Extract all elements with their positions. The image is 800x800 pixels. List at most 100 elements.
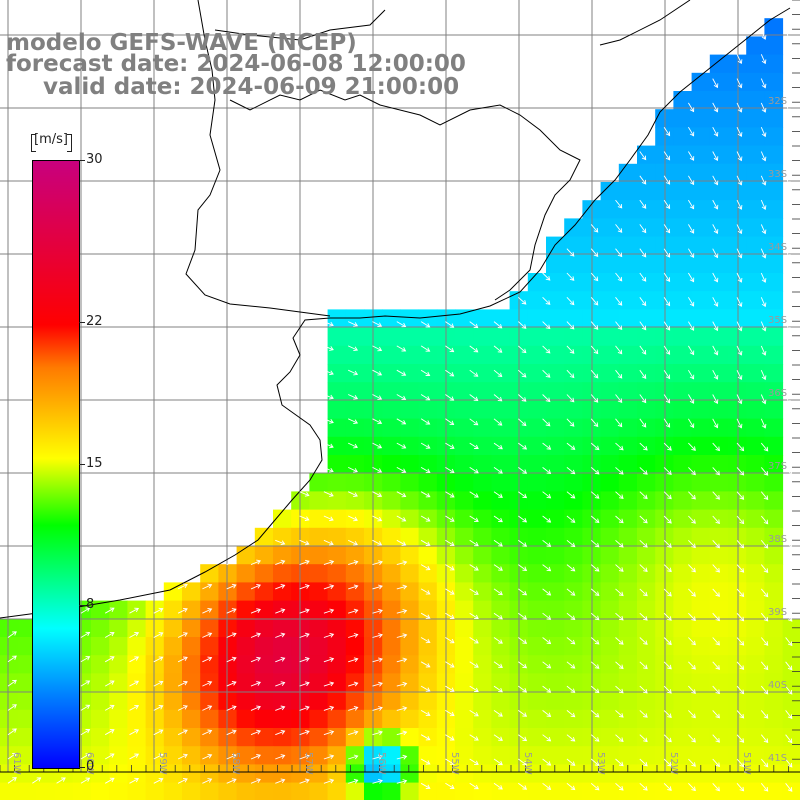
wind-cell: [600, 327, 620, 347]
wind-cell: [709, 618, 729, 638]
wind-cell: [691, 291, 711, 310]
wind-cell: [746, 145, 765, 165]
wind-cell: [691, 564, 711, 583]
wind-cell: [400, 327, 420, 347]
wind-cell: [691, 109, 711, 128]
wind-cell: [600, 455, 620, 474]
wind-arrow: [348, 560, 359, 566]
wind-cell: [273, 509, 292, 529]
wind-arrow: [299, 608, 310, 614]
wind-cell: [327, 782, 347, 800]
wind-cell: [254, 691, 274, 711]
wind-arrow: [420, 637, 431, 644]
wind-arrow: [663, 710, 672, 718]
wind-cell: [728, 218, 747, 238]
valid-date: valid date: 2024-06-09 21:00:00: [43, 74, 460, 100]
wind-arrow: [615, 710, 624, 718]
wind-cell: [72, 782, 92, 800]
wind-cell: [455, 764, 474, 784]
wind-cell: [746, 746, 765, 765]
wind-arrow: [688, 321, 695, 331]
wind-cell: [673, 600, 693, 620]
country-border: [185, 0, 691, 317]
wind-cell: [527, 582, 547, 602]
wind-cell: [728, 782, 747, 800]
wind-cell: [746, 436, 765, 456]
wind-arrow: [785, 588, 793, 598]
wind-cell: [345, 327, 365, 347]
wind-arrow: [80, 704, 91, 711]
wind-arrow: [760, 102, 767, 113]
wind-arrow: [518, 612, 528, 620]
wind-cell: [218, 655, 238, 674]
wind-cell: [728, 691, 747, 711]
wind-arrow: [566, 661, 576, 669]
wind-cell: [728, 764, 747, 784]
wind-cell: [527, 273, 547, 292]
wind-cell: [746, 182, 765, 201]
wind-arrow: [226, 608, 237, 614]
wind-cell: [527, 637, 547, 656]
wind-cell: [746, 673, 765, 693]
wind-arrow: [299, 559, 310, 566]
wind-cell: [400, 546, 420, 565]
wind-arrow: [639, 224, 647, 234]
wind-arrow: [275, 539, 286, 546]
wind-arrow: [445, 442, 455, 449]
wind-arrow: [785, 758, 793, 768]
wind-arrow: [615, 685, 624, 694]
wind-cell: [309, 600, 329, 620]
wind-cell: [473, 709, 492, 729]
wind-cell: [600, 400, 620, 420]
wind-arrow: [663, 394, 671, 404]
wind-cell: [691, 418, 711, 438]
wind-arrow: [202, 778, 213, 784]
wind-arrow: [785, 54, 791, 65]
wind-cell: [382, 364, 401, 383]
wind-arrow: [420, 564, 431, 571]
wind-cell: [527, 618, 547, 638]
wind-cell: [327, 764, 347, 784]
wind-arrow: [80, 631, 91, 638]
wind-arrow: [420, 491, 431, 498]
wind-cell: [382, 600, 401, 620]
wind-cell: [600, 546, 620, 565]
wind-arrow: [275, 778, 286, 784]
wind-cell: [746, 364, 765, 383]
wind-arrow: [493, 661, 503, 668]
wind-arrow: [760, 783, 769, 792]
wind-arrow: [348, 442, 358, 449]
wind-cell: [637, 254, 656, 274]
wind-arrow: [639, 394, 647, 404]
wind-arrow: [639, 442, 648, 451]
wind-cell: [345, 618, 365, 638]
wind-arrow: [372, 345, 383, 352]
wind-arrow: [372, 706, 383, 711]
colorbar-tick-label: 0: [86, 759, 95, 774]
wind-arrow: [372, 778, 383, 784]
wind-arrow: [275, 632, 286, 638]
wind-arrow: [736, 612, 745, 622]
wind-arrow: [736, 783, 745, 792]
wind-cell: [546, 473, 565, 492]
wind-cell: [254, 582, 274, 602]
wind-arrow: [445, 661, 455, 668]
wind-cell: [455, 637, 474, 656]
wind-arrow: [469, 515, 479, 522]
wind-cell: [764, 109, 784, 128]
wind-cell: [655, 764, 674, 784]
wind-cell: [473, 564, 492, 583]
wind-arrow: [760, 78, 767, 89]
wind-arrow: [712, 369, 719, 380]
wind-cell: [345, 546, 365, 565]
wind-arrow: [639, 248, 647, 258]
wind-cell: [746, 91, 765, 110]
wind-cell: [382, 582, 401, 602]
wind-cell: [527, 364, 547, 383]
wind-arrow: [250, 705, 261, 711]
wind-cell: [728, 236, 747, 256]
wind-arrow: [785, 685, 793, 695]
wind-arrow: [469, 661, 479, 668]
wind-cell: [491, 764, 511, 784]
wind-arrow: [615, 588, 624, 597]
